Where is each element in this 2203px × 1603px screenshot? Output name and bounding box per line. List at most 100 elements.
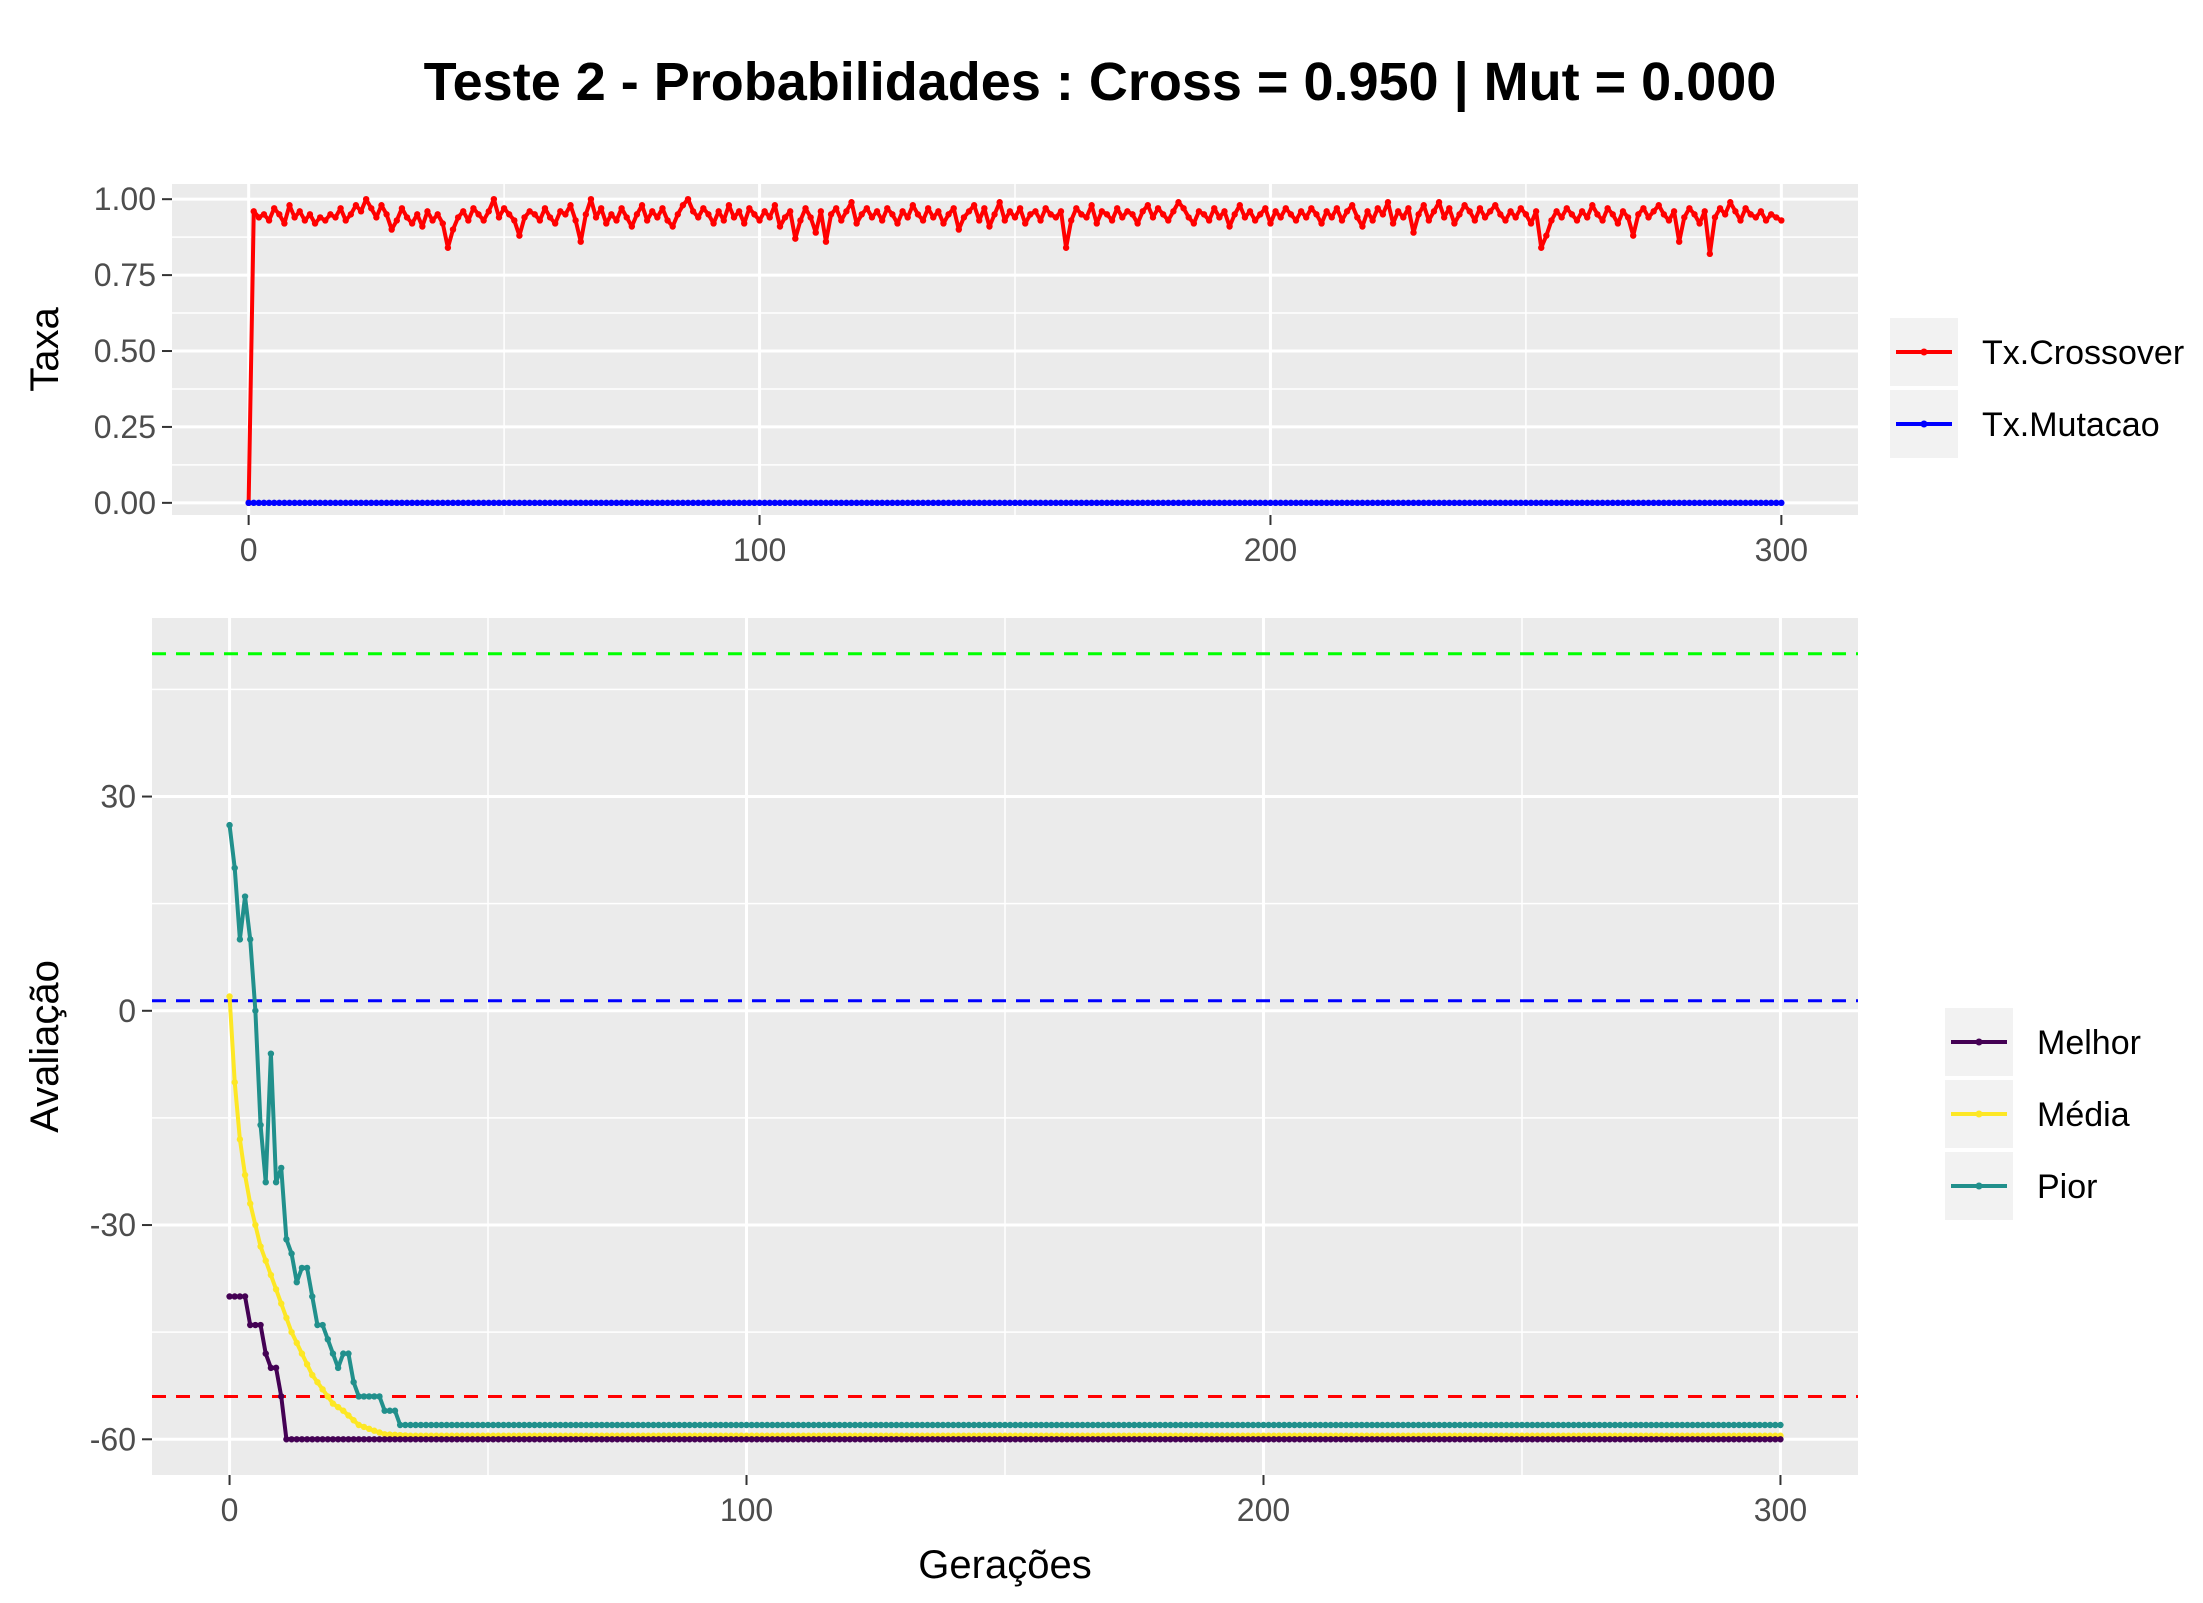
data-point	[996, 1421, 1004, 1429]
data-point	[1762, 217, 1770, 224]
data-point	[991, 1421, 998, 1429]
data-point	[981, 1421, 988, 1429]
data-point	[1338, 217, 1346, 224]
data-point	[981, 205, 988, 212]
data-point	[1267, 220, 1274, 227]
data-point	[438, 1421, 445, 1429]
data-point	[500, 1421, 507, 1429]
data-point	[597, 499, 605, 507]
data-point	[1663, 1421, 1670, 1429]
data-point	[1446, 1421, 1453, 1429]
data-point	[1441, 1421, 1448, 1429]
data-point	[1430, 1436, 1438, 1443]
data-point	[1105, 1436, 1112, 1443]
data-point	[913, 1436, 921, 1443]
x-tick-label: 100	[733, 532, 786, 568]
data-point	[725, 499, 733, 507]
data-point	[822, 238, 830, 245]
data-point	[1187, 1421, 1195, 1429]
data-point	[800, 1436, 807, 1443]
data-point	[490, 195, 498, 203]
data-point	[536, 1436, 543, 1443]
data-point	[787, 499, 794, 507]
data-point	[342, 217, 349, 224]
data-point	[1498, 1421, 1505, 1429]
legend-key-point	[1920, 420, 1928, 428]
data-point	[1159, 211, 1167, 218]
data-point	[1761, 1436, 1769, 1443]
data-point	[1301, 1421, 1309, 1429]
data-point	[352, 202, 360, 209]
data-point	[1756, 1436, 1763, 1443]
data-point	[412, 1421, 419, 1429]
data-point	[1156, 1421, 1164, 1429]
data-point	[763, 1421, 771, 1429]
data-point	[1022, 1421, 1029, 1429]
data-point	[1523, 1421, 1531, 1429]
data-point	[1436, 1421, 1443, 1429]
data-point	[1645, 499, 1652, 507]
data-point	[1053, 1421, 1060, 1429]
data-point	[1627, 1436, 1634, 1443]
data-point	[1684, 1421, 1691, 1429]
data-point	[1032, 1436, 1040, 1443]
data-point	[403, 214, 411, 221]
data-point	[1568, 499, 1576, 507]
data-point	[322, 499, 329, 507]
data-point	[838, 499, 845, 507]
data-point	[362, 195, 370, 203]
data-point	[1317, 1436, 1324, 1443]
data-point	[863, 205, 871, 212]
data-point	[1543, 232, 1550, 239]
data-point	[1580, 1421, 1588, 1429]
data-point	[603, 220, 610, 227]
data-point	[1265, 1436, 1272, 1443]
data-point	[458, 1421, 466, 1429]
data-point	[878, 217, 886, 224]
data-point	[1200, 211, 1208, 218]
data-point	[454, 214, 462, 221]
data-point	[1006, 499, 1014, 507]
data-point	[633, 499, 641, 507]
data-point	[700, 205, 707, 212]
data-point	[1100, 1436, 1107, 1443]
data-point	[1190, 220, 1198, 227]
data-point	[1752, 214, 1760, 221]
data-point	[909, 202, 917, 209]
data-point	[1270, 1421, 1278, 1429]
data-point	[1255, 1421, 1262, 1429]
data-point	[1405, 499, 1412, 507]
data-point	[659, 205, 666, 212]
data-point	[226, 821, 233, 829]
data-point	[623, 499, 630, 507]
data-point	[324, 1336, 331, 1343]
data-point	[722, 1436, 730, 1443]
data-point	[1616, 1421, 1624, 1429]
data-point	[1420, 202, 1427, 209]
data-point	[853, 499, 860, 507]
data-point	[1236, 202, 1244, 209]
data-point	[1190, 499, 1198, 507]
data-point	[236, 1136, 244, 1143]
data-point	[1584, 499, 1591, 507]
data-point	[262, 1350, 269, 1357]
data-point	[619, 1436, 626, 1443]
data-point	[1461, 1436, 1469, 1443]
data-point	[1125, 1436, 1133, 1443]
data-point	[515, 1436, 523, 1443]
data-point	[383, 499, 390, 507]
data-point	[1170, 499, 1177, 507]
data-point	[1456, 211, 1463, 218]
data-point	[976, 217, 983, 224]
data-point	[329, 1350, 337, 1357]
data-point	[873, 208, 881, 215]
data-point	[660, 1421, 667, 1429]
data-point	[1032, 1421, 1040, 1429]
data-point	[889, 211, 896, 218]
data-point	[1027, 499, 1034, 507]
data-point	[761, 499, 768, 507]
data-point	[470, 205, 477, 212]
data-point	[741, 220, 748, 227]
data-point	[1368, 1436, 1376, 1443]
legend-item: Tx.Mutacao	[1890, 390, 2160, 458]
